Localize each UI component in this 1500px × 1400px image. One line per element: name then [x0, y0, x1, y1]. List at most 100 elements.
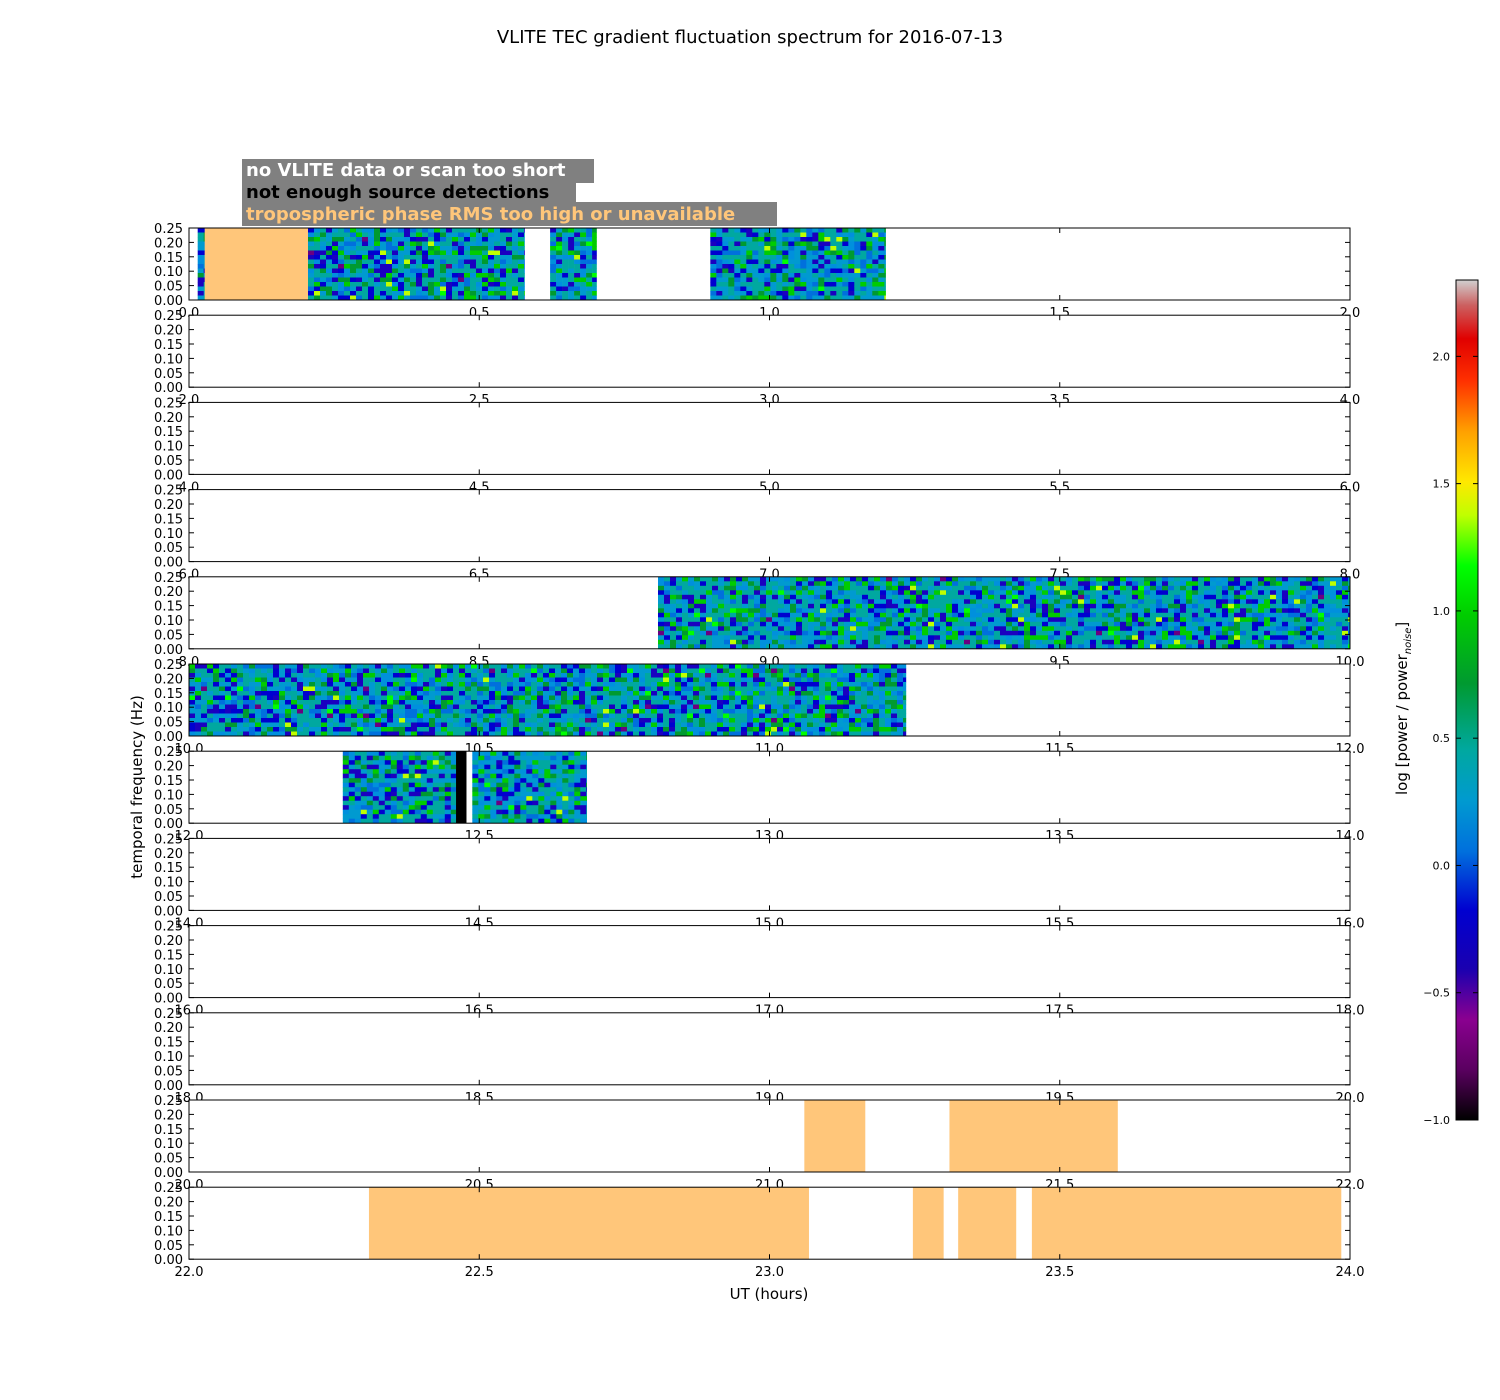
y-tick-label: 0.10	[154, 701, 183, 716]
y-tick-label: 0.15	[154, 425, 183, 440]
y-tick-label: 0.00	[154, 1166, 183, 1181]
chart-title: VLITE TEC gradient fluctuation spectrum …	[497, 27, 1003, 48]
troposphere-block	[804, 1100, 866, 1172]
y-tick-label: 0.15	[154, 338, 183, 353]
y-tick-label: 0.10	[154, 527, 183, 542]
colorbar-label: log [power / powernoise]	[1393, 622, 1414, 795]
y-tick-label: 0.05	[154, 1239, 183, 1254]
colorbar-label-end: ]	[1393, 622, 1411, 628]
y-tick-label: 0.20	[154, 324, 183, 339]
y-tick-label: 0.25	[154, 920, 183, 935]
y-tick-label: 0.05	[154, 367, 183, 382]
colorbar-tick-label: 2.0	[1433, 350, 1451, 363]
y-tick-label: 0.05	[154, 280, 183, 295]
x-tick-label: 22.5	[465, 1265, 494, 1280]
y-tick-label: 0.20	[154, 760, 183, 775]
no-detections-block	[456, 751, 467, 824]
panel-background	[189, 925, 1350, 998]
y-tick-label: 0.10	[154, 614, 183, 629]
spectrum-block	[472, 751, 587, 824]
y-tick-label: 0.10	[154, 265, 183, 280]
troposphere-block	[912, 1187, 944, 1260]
y-tick-label: 0.05	[154, 628, 183, 643]
y-tick-label: 0.05	[154, 541, 183, 556]
y-tick-label: 0.25	[154, 745, 183, 760]
colorbar-tick-label: 1.0	[1433, 605, 1451, 618]
x-tick-label: 22.0	[175, 1265, 204, 1280]
spectrum-block	[189, 664, 907, 737]
colorbar-ticks: 2.0 1.5 1.0 0.5 0.0 −0.5 −1.0	[1423, 350, 1478, 1127]
legend-entry-no-data: no VLITE data or scan too short	[246, 160, 566, 181]
y-tick-label: 0.05	[154, 803, 183, 818]
spectrum-block	[308, 228, 525, 301]
y-tick-label: 0.25	[154, 222, 183, 237]
panel-background	[189, 1100, 1350, 1172]
y-tick-label: 0.00	[154, 904, 183, 919]
y-tick-label: 0.15	[154, 774, 183, 789]
y-tick-label: 0.15	[154, 1036, 183, 1051]
y-tick-label: 0.10	[154, 440, 183, 455]
x-axis-label: UT (hours)	[730, 1285, 809, 1303]
panel-3: 0.000.050.100.150.200.256.0 6.5 7.0 7.5 8.0	[154, 484, 1360, 583]
spectrum-block	[710, 228, 886, 301]
legend-background	[242, 181, 576, 203]
y-tick-label: 0.20	[154, 1196, 183, 1211]
y-tick-label: 0.15	[154, 251, 183, 266]
y-tick-label: 0.05	[154, 716, 183, 731]
panel-background	[189, 1012, 1350, 1085]
colorbar-tick-label: −0.5	[1423, 987, 1450, 1000]
troposphere-block	[204, 228, 309, 300]
y-tick-label: 0.00	[154, 992, 183, 1007]
y-tick-label: 0.10	[154, 1050, 183, 1065]
y-tick-label: 0.00	[154, 381, 183, 396]
y-tick-label: 0.25	[154, 309, 183, 324]
panels: 0.000.050.100.150.200.250.0 0.5 1.0 1.5 2.00…	[154, 222, 1364, 1280]
colorbar-label-main: log [power / power	[1393, 653, 1411, 795]
colorbar-tick-label: 1.5	[1433, 478, 1451, 491]
y-tick-label: 0.00	[154, 1253, 183, 1268]
colorbar-tick-label: 0.0	[1433, 859, 1451, 872]
y-tick-label: 0.20	[154, 236, 183, 251]
panel-4: 0.000.050.100.150.200.258.0 8.5 9.0 9.5 10.0	[154, 571, 1364, 670]
y-tick-label: 0.05	[154, 1064, 183, 1079]
y-tick-label: 0.00	[154, 294, 183, 309]
troposphere-block	[1031, 1187, 1342, 1260]
spectrum-block	[342, 751, 457, 824]
legend-background	[242, 159, 594, 183]
legend-entry-no-detections: not enough source detections	[246, 182, 549, 203]
y-tick-label: 0.25	[154, 832, 183, 847]
y-tick-label: 0.20	[154, 585, 183, 600]
y-tick-label: 0.05	[154, 1152, 183, 1167]
colorbar: 2.0 1.5 1.0 0.5 0.0 −0.5 −1.0 log [power / pow…	[1393, 279, 1479, 1127]
y-tick-label: 0.15	[154, 687, 183, 702]
panel-1: 0.000.050.100.150.200.252.0 2.5 3.0 3.5 4.0	[154, 309, 1360, 408]
y-tick-label: 0.25	[154, 396, 183, 411]
y-tick-label: 0.15	[154, 1210, 183, 1225]
y-tick-label: 0.00	[154, 556, 183, 571]
troposphere-block	[368, 1187, 809, 1260]
y-tick-label: 0.00	[154, 730, 183, 745]
y-tick-label: 0.10	[154, 876, 183, 891]
y-tick-label: 0.00	[154, 643, 183, 658]
panel-background	[189, 315, 1350, 388]
y-tick-label: 0.25	[154, 484, 183, 499]
colorbar-gradient	[1455, 279, 1479, 1121]
y-tick-label: 0.05	[154, 977, 183, 992]
y-tick-label: 0.25	[154, 1007, 183, 1022]
y-tick-label: 0.15	[154, 861, 183, 876]
y-tick-label: 0.05	[154, 890, 183, 905]
x-tick-label: 24.0	[1336, 1265, 1365, 1280]
y-tick-label: 0.00	[154, 817, 183, 832]
spectrum-block	[550, 228, 597, 301]
colorbar-label-sub: noise	[1403, 628, 1414, 655]
y-tick-label: 0.10	[154, 963, 183, 978]
spectrum-block	[658, 576, 1351, 650]
y-tick-label: 0.20	[154, 1021, 183, 1036]
y-tick-label: 0.25	[154, 658, 183, 673]
